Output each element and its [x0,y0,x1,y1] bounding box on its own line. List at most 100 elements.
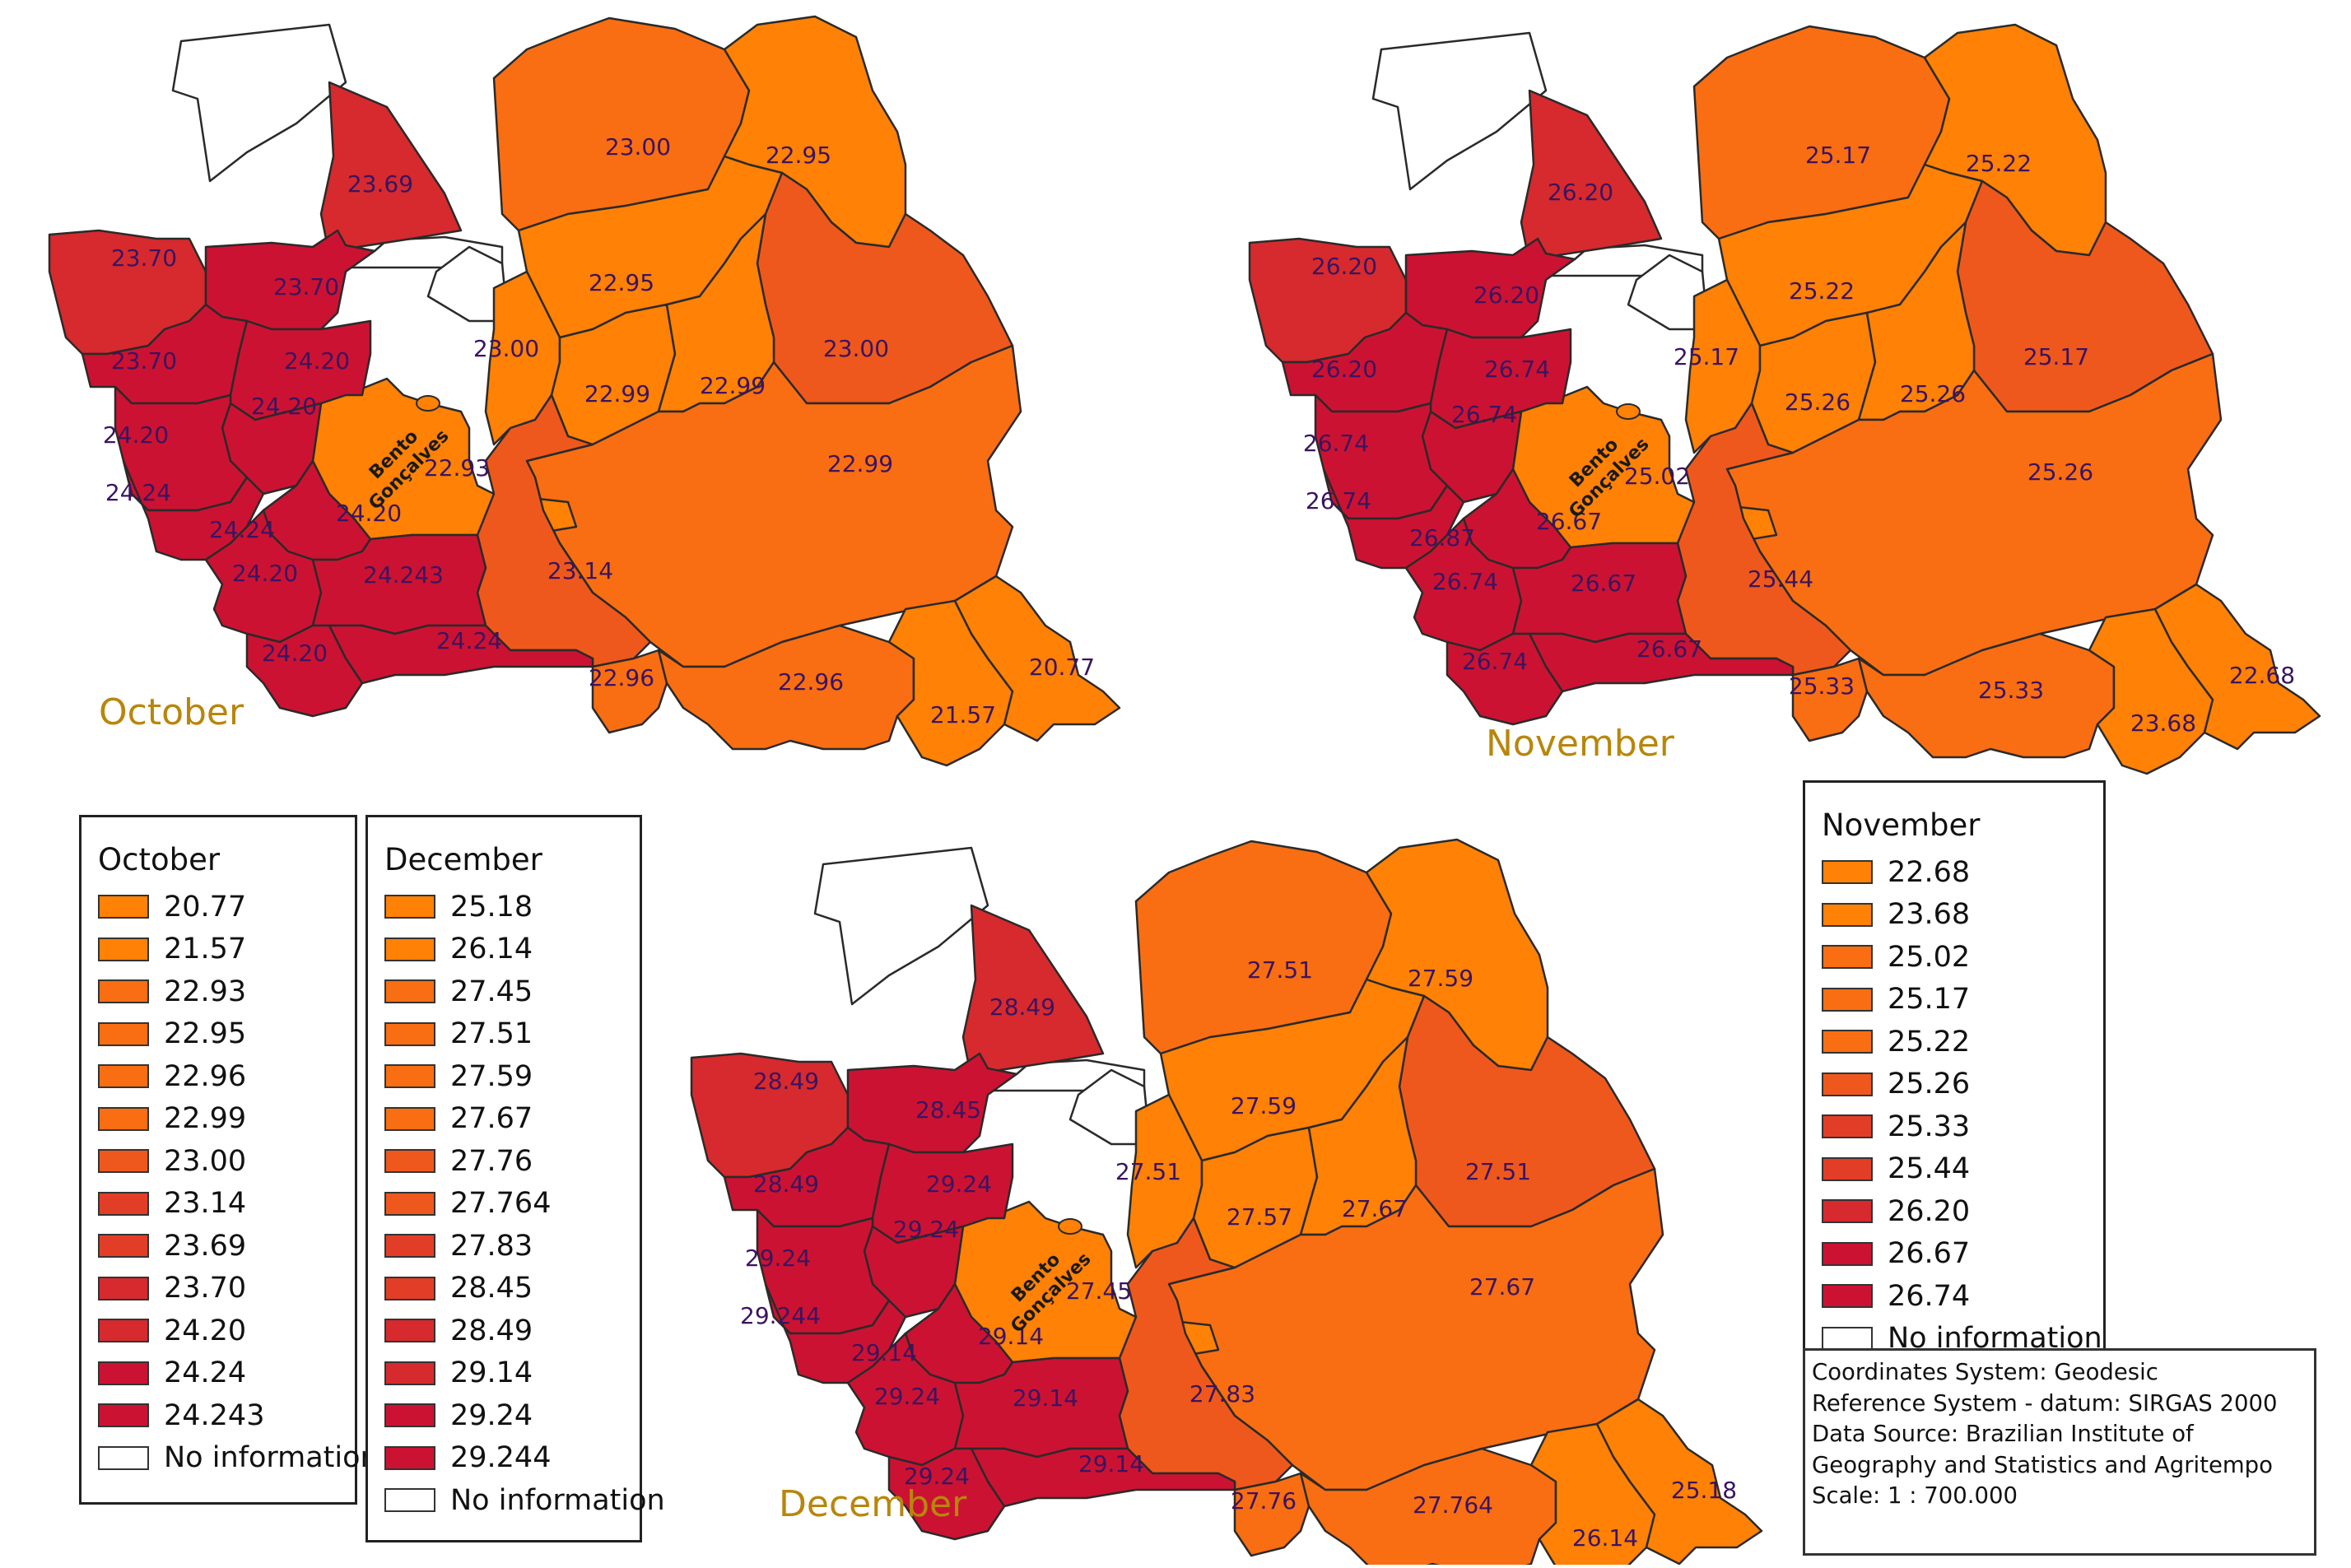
value-label-s_low2: 29.24 [904,1463,970,1490]
legend-swatch [98,1319,149,1343]
legend-label: 25.44 [1888,1152,1971,1186]
legend-title: November [1822,807,1981,843]
legend-swatch [384,1361,435,1385]
value-label-w_low: 26.74 [1303,430,1369,457]
region-s_low [328,624,594,685]
legend-label: 22.95 [164,1017,247,1051]
legend-swatch [384,1106,435,1131]
value-label-w_low: 24.20 [103,421,169,449]
region-southeast_small [591,649,668,734]
region-southeast_small [1233,1472,1311,1557]
value-label-w_mid: 23.70 [111,347,177,375]
legend-swatch [98,1106,149,1131]
map-december: 27.51 27.59 27.59 27.51 27.57 27.67 27.67 27.51… [690,838,1763,1568]
region-south_east [1299,1447,1557,1568]
region-southeast_far [2153,583,2321,751]
region-south_east [1857,632,2116,759]
legend-swatch [1822,987,1873,1012]
legend-title: October [98,842,221,877]
value-label-center_right: 25.26 [1900,380,1966,407]
legend-item: 24.20 [98,1310,338,1352]
legend-label: 29.244 [450,1441,552,1475]
value-label-southeast_small: 25.33 [1789,672,1855,700]
region-w_sw [1322,468,1465,570]
value-label-w_sw: 29.244 [740,1302,821,1329]
legend-item: 26.67 [1822,1233,2087,1276]
legend-label: 22.96 [164,1059,247,1093]
value-label-w_sw2: 26.87 [1409,524,1475,551]
legend-swatch [98,895,149,919]
legend-label: 24.243 [164,1398,265,1432]
region-w_sw [122,459,265,561]
legend-label: 26.67 [1888,1237,1971,1271]
value-label-big_east: 27.67 [1469,1273,1535,1300]
legend-swatch [1822,1156,1873,1181]
value-label-w_sw2: 24.24 [209,516,275,543]
value-label-w_low2: 29.14 [978,1323,1044,1350]
value-label-spike: 23.69 [347,170,413,198]
legend-swatch [98,1191,149,1216]
value-label-south_center: 27.83 [1189,1380,1255,1407]
legend-item: 23.68 [1822,894,2087,937]
value-label-bento: 22.93 [424,454,490,482]
legend-swatch [98,1064,149,1089]
map-scale: Scale: 1 : 700.000 [1812,1482,2018,1509]
value-label-w_sw3: 24.20 [232,560,298,587]
value-label-w_mid: 28.49 [753,1170,819,1198]
legend-swatch [1822,1326,1873,1351]
legend-item: 25.17 [1822,979,2087,1021]
legend-label: 25.18 [450,890,533,924]
value-label-between: 23.00 [473,335,539,362]
legend-item: 22.96 [98,1055,338,1098]
reference-system: Reference System - datum: SIRGAS 2000 [1812,1389,2278,1417]
value-label-center_left: 27.57 [1227,1203,1292,1231]
value-label-southeast_far: 22.68 [2229,662,2295,689]
legend-label: 25.26 [1888,1068,1971,1101]
legend-label: 27.764 [450,1187,552,1221]
value-label-w_sw3: 29.24 [874,1383,940,1410]
region-southeast_far [1595,1398,1763,1566]
value-label-northeast: 25.22 [1966,150,2032,177]
value-label-north_large: 23.00 [605,133,671,161]
legend-rows: 25.18 26.14 27.45 27.51 27.59 27.67 27.76 27.76… [384,886,665,1522]
legend-item: 24.24 [98,1352,338,1395]
legend-item: 23.14 [98,1183,338,1226]
legend-item: 22.95 [98,1013,338,1056]
region-spike [961,904,1105,1080]
legend-label: 29.24 [450,1398,533,1432]
value-label-w_inner: 26.74 [1451,401,1517,428]
lake-shape [1616,403,1641,420]
legend-label: 25.02 [1888,940,1971,974]
legend-swatch [384,1021,435,1046]
legend-label: 23.69 [164,1229,247,1263]
value-label-southeast_b: 26.14 [1572,1524,1638,1552]
region-s_low [1528,632,1795,693]
value-label-s_mid: 26.67 [1571,570,1636,597]
legend-label: 26.74 [1888,1279,1971,1313]
value-label-center_left: 22.99 [584,380,650,407]
legend-label: 24.24 [164,1356,247,1390]
region-s_low2 [887,1447,1006,1541]
value-label-w_sw: 26.74 [1306,487,1371,514]
value-label-center_right: 27.67 [1342,1195,1408,1222]
value-label-s_low: 26.67 [1636,635,1702,663]
legend-item: 22.93 [98,970,338,1013]
value-label-east_upper: 23.00 [823,335,889,362]
value-label-w_low2: 24.20 [336,500,402,527]
legend-item: 23.70 [98,1268,338,1310]
value-label-spike: 28.49 [989,993,1055,1021]
legend-swatch [98,979,149,1004]
legend-label: 27.51 [450,1017,533,1051]
region-southeast_small [1791,657,1869,742]
value-label-w_top2: 26.20 [1473,281,1539,309]
legend-item: 25.22 [1822,1021,2087,1063]
lake-shape [1058,1218,1082,1235]
legend-swatch [384,1191,435,1216]
legend-swatch [384,1403,435,1428]
region-s_low2 [245,624,364,718]
value-label-southeast_b: 23.68 [2130,710,2196,737]
month-title-november: November [1486,723,1675,765]
legend-item: 29.244 [384,1437,623,1480]
legend-label: 25.33 [1888,1110,1971,1143]
legend-item: 29.24 [384,1394,623,1437]
